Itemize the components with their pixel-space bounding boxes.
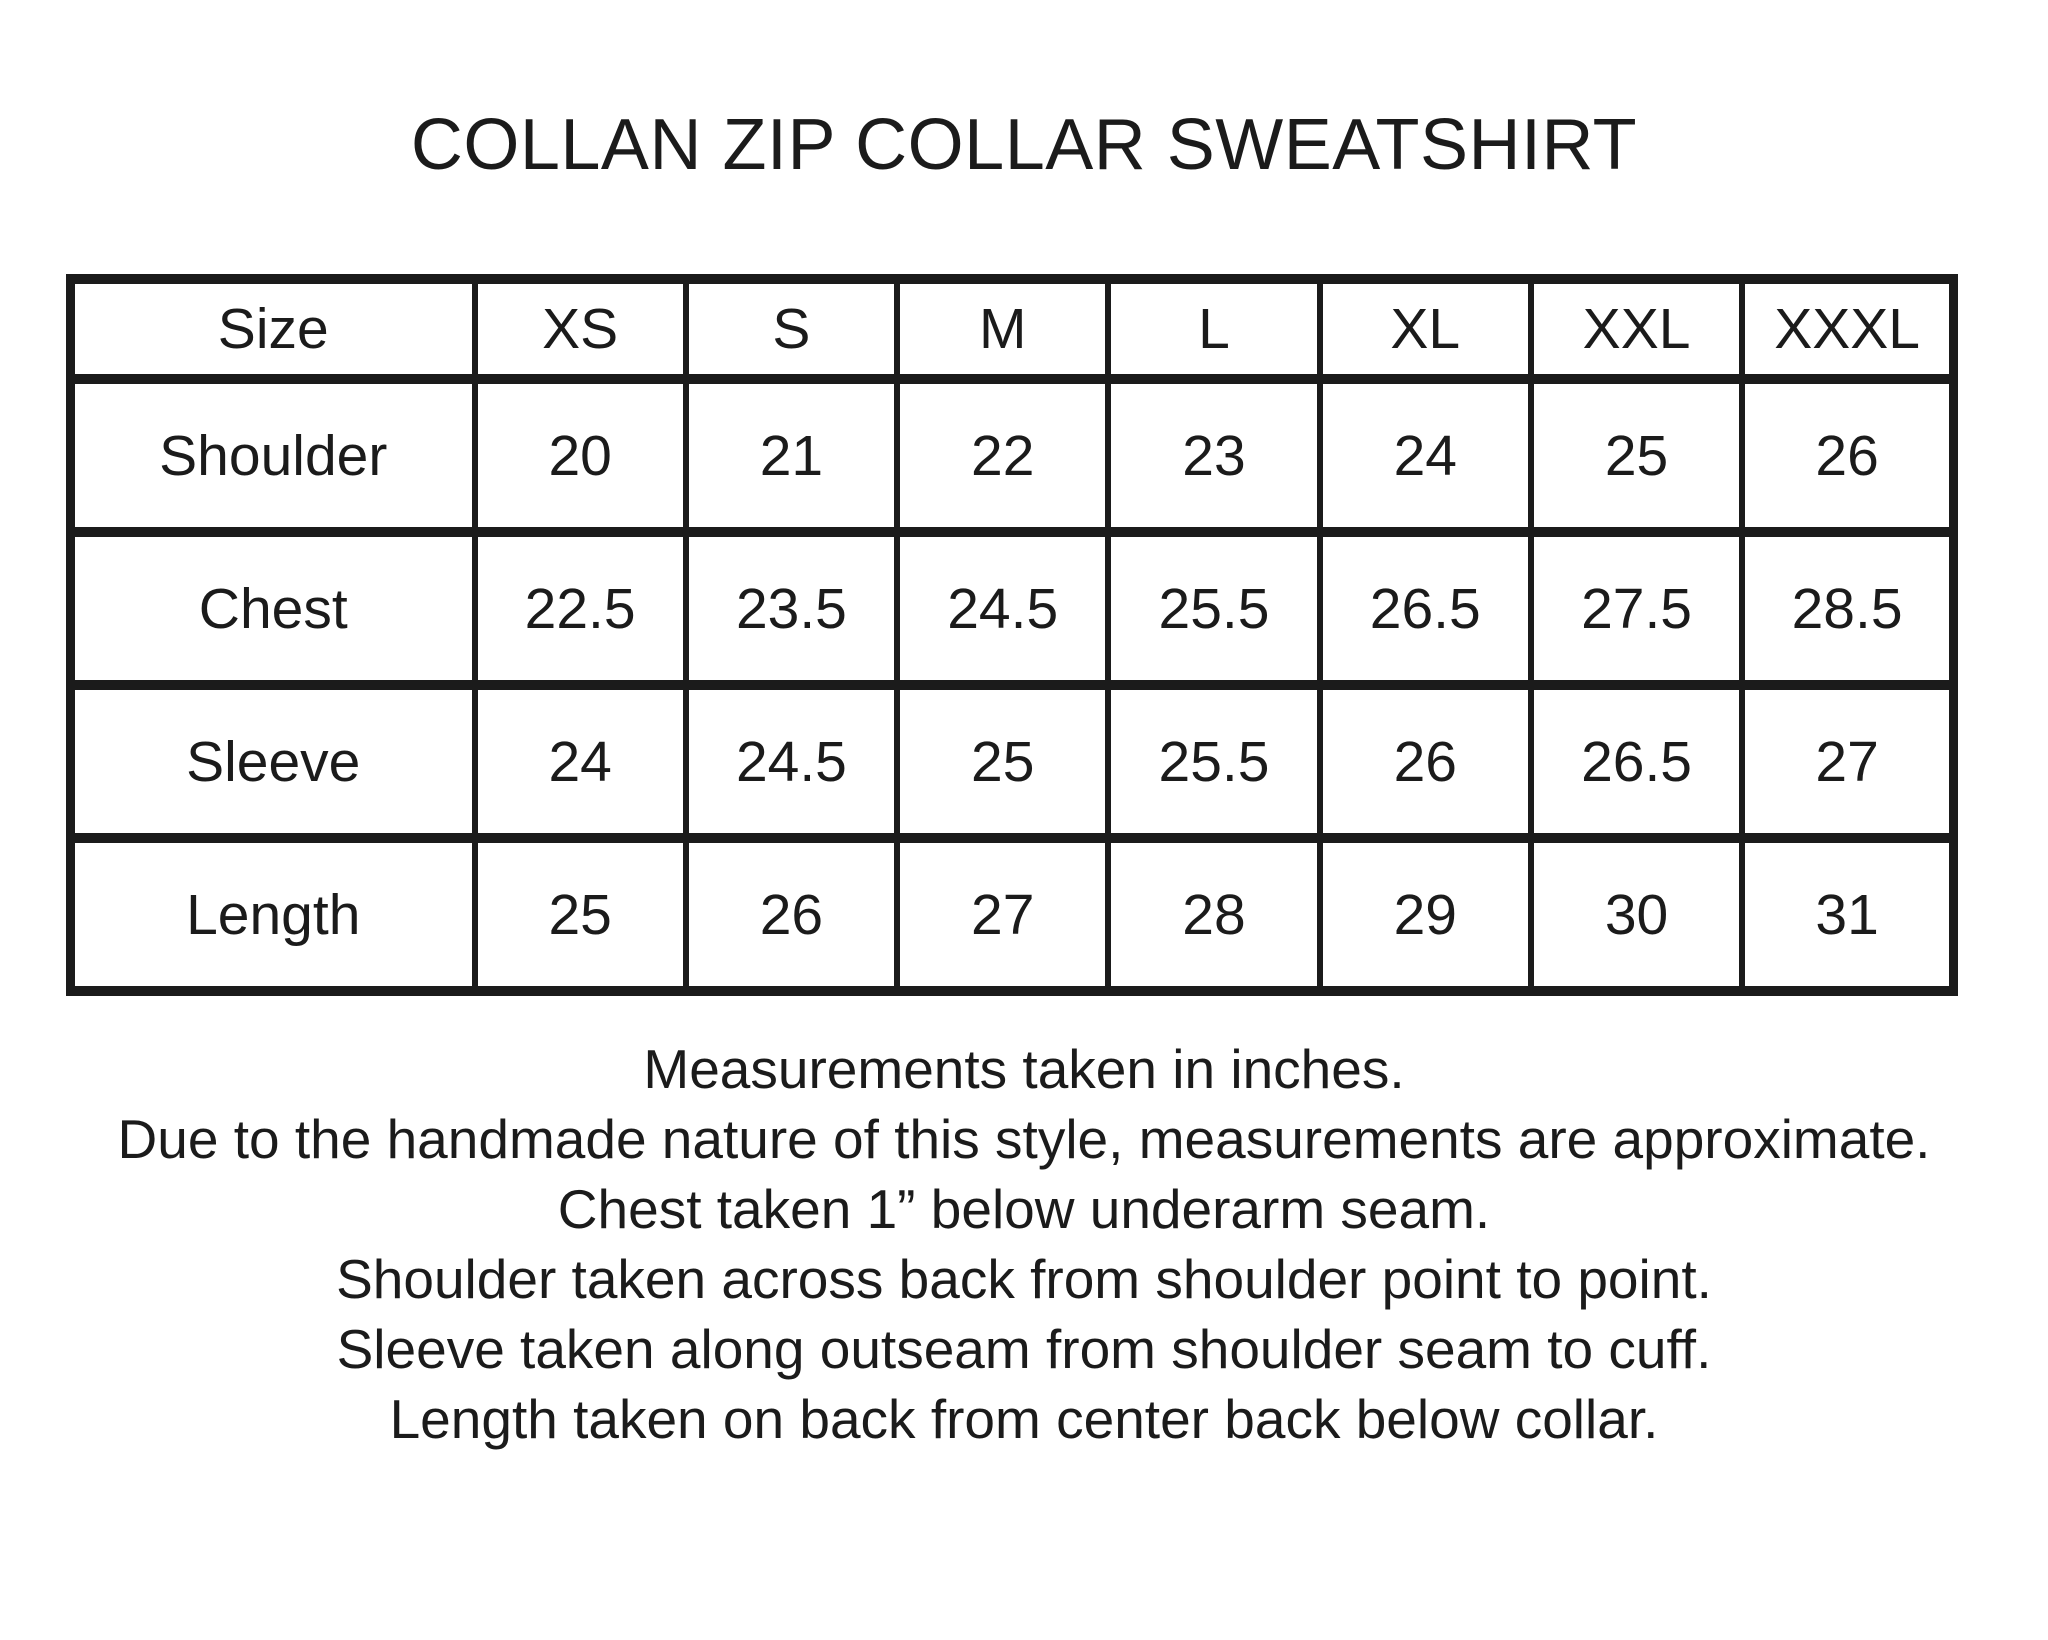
row-label-length: Length xyxy=(67,833,478,996)
header-cell-xs: XS xyxy=(471,274,689,384)
header-cell-xl: XL xyxy=(1316,274,1534,384)
shoulder-m-value: 22 xyxy=(894,374,1112,537)
length-xxxl-value: 31 xyxy=(1739,833,1957,996)
sleeve-s-value: 24.5 xyxy=(682,680,901,843)
length-m-value: 27 xyxy=(894,833,1112,996)
shoulder-s-value: 21 xyxy=(682,374,901,537)
length-xs-value: 25 xyxy=(471,833,689,996)
header-cell-l: L xyxy=(1105,274,1323,384)
header-cell-size: Size xyxy=(67,274,478,384)
header-cell-s: S xyxy=(682,274,901,384)
sleeve-xxxl-value: 27 xyxy=(1739,680,1957,843)
row-label-shoulder: Shoulder xyxy=(67,374,478,537)
shoulder-xxl-value: 25 xyxy=(1527,374,1746,537)
row-label-sleeve: Sleeve xyxy=(67,680,478,843)
chest-m-value: 24.5 xyxy=(894,527,1112,690)
table-header-row: Size XS S M L XL XXL XXXL xyxy=(67,274,1957,384)
note-line-chest: Chest taken 1” below underarm seam. xyxy=(557,1178,1491,1240)
length-l-value: 28 xyxy=(1105,833,1323,996)
length-s-value: 26 xyxy=(682,833,901,996)
note-line-shoulder: Shoulder taken across back from shoulder… xyxy=(336,1248,1712,1310)
sleeve-xl-value: 26 xyxy=(1316,680,1534,843)
table-row-length: Length 25 26 27 28 29 30 31 xyxy=(67,833,1957,996)
header-cell-xxl: XXL xyxy=(1527,274,1746,384)
length-xl-value: 29 xyxy=(1316,833,1534,996)
row-label-chest: Chest xyxy=(67,527,478,690)
sleeve-l-value: 25.5 xyxy=(1105,680,1323,843)
measurement-notes: Measurements taken in inches. Due to the… xyxy=(0,1034,2048,1454)
table-row-chest: Chest 22.5 23.5 24.5 25.5 26.5 27.5 28.5 xyxy=(67,527,1957,690)
size-chart-table: Size XS S M L XL XXL XXXL Shoulder 20 21… xyxy=(66,274,1958,996)
page-title: COLLAN ZIP COLLAR SWEATSHIRT xyxy=(410,105,1638,185)
note-line-units: Measurements taken in inches. xyxy=(643,1038,1405,1100)
chest-xxl-value: 27.5 xyxy=(1527,527,1746,690)
header-cell-m: M xyxy=(894,274,1112,384)
chest-xl-value: 26.5 xyxy=(1316,527,1534,690)
sleeve-xxl-value: 26.5 xyxy=(1527,680,1746,843)
shoulder-l-value: 23 xyxy=(1105,374,1323,537)
length-xxl-value: 30 xyxy=(1527,833,1746,996)
chest-xxxl-value: 28.5 xyxy=(1739,527,1957,690)
note-line-length: Length taken on back from center back be… xyxy=(389,1388,1659,1450)
header-cell-xxxl: XXXL xyxy=(1739,274,1957,384)
shoulder-xl-value: 24 xyxy=(1316,374,1534,537)
chest-xs-value: 22.5 xyxy=(471,527,689,690)
sleeve-m-value: 25 xyxy=(894,680,1112,843)
shoulder-xs-value: 20 xyxy=(471,374,689,537)
table-row-shoulder: Shoulder 20 21 22 23 24 25 26 xyxy=(67,374,1957,537)
table-row-sleeve: Sleeve 24 24.5 25 25.5 26 26.5 27 xyxy=(67,680,1957,843)
chest-l-value: 25.5 xyxy=(1105,527,1323,690)
sleeve-xs-value: 24 xyxy=(471,680,689,843)
chest-s-value: 23.5 xyxy=(682,527,901,690)
shoulder-xxxl-value: 26 xyxy=(1739,374,1957,537)
note-line-handmade: Due to the handmade nature of this style… xyxy=(117,1108,1931,1170)
note-line-sleeve: Sleeve taken along outseam from shoulder… xyxy=(336,1318,1712,1380)
